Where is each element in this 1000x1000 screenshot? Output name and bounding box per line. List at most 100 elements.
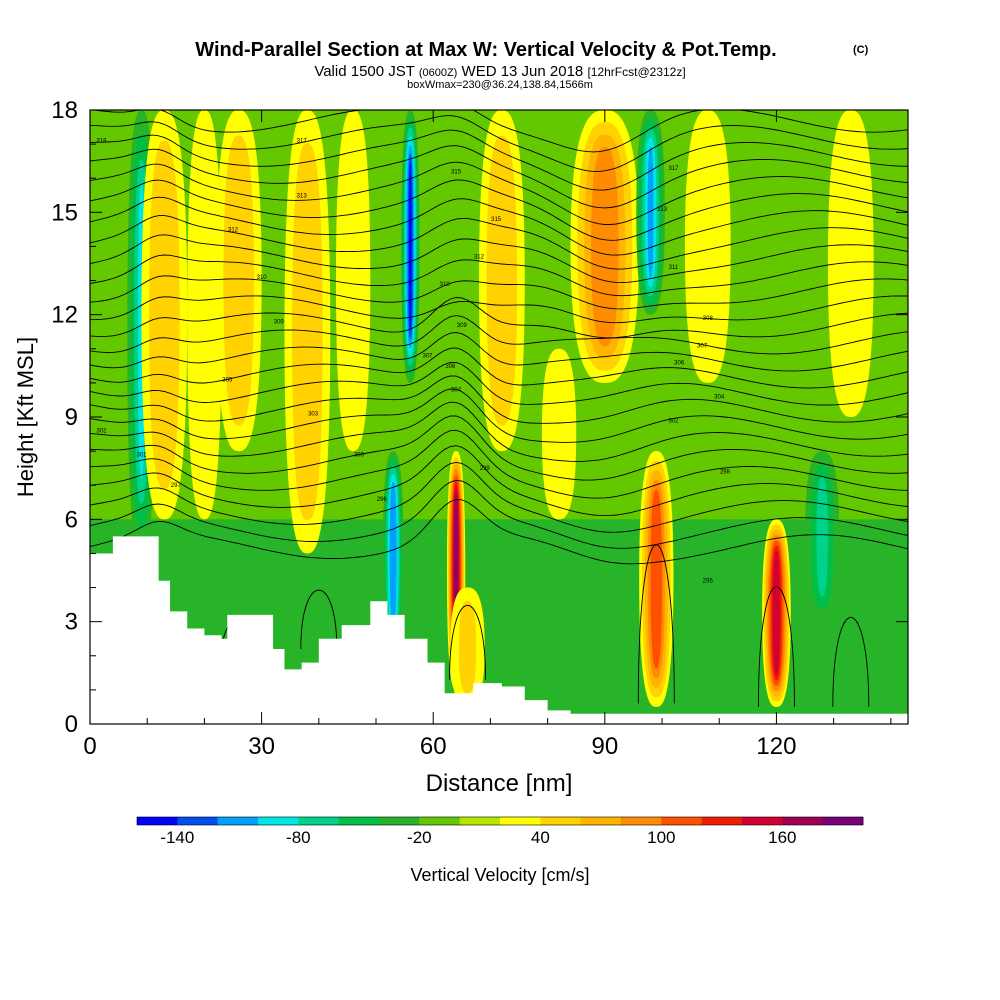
subtitle-forecast: [12hrFcst@2312z]	[587, 65, 685, 79]
isentrope-line	[90, 254, 908, 297]
theta-label: 312	[474, 255, 485, 261]
w-contour-level	[458, 600, 477, 694]
y-tick-label: 12	[51, 302, 78, 329]
lowlevel-contour	[832, 617, 870, 707]
w-contour-level	[839, 144, 863, 383]
colorbar-segment	[822, 817, 864, 825]
theta-label: 303	[308, 412, 319, 418]
isentrope-line	[90, 362, 908, 406]
w-contour-level	[335, 110, 371, 452]
subtitle-valid: Valid 1500 JST	[314, 63, 414, 80]
chart-title: Wind-Parallel Section at Max W: Vertical…	[195, 39, 776, 61]
theta-label: 313	[657, 207, 668, 213]
theta-label: 315	[491, 217, 502, 223]
x-tick-label: 120	[756, 733, 796, 760]
isentrope-line	[90, 429, 908, 499]
colorbar-frame	[136, 816, 864, 826]
colorbar-segment	[782, 817, 823, 825]
theta-label: 306	[445, 364, 456, 370]
w-feature	[215, 110, 262, 452]
y-axis-label: Height [Kft MSL]	[13, 337, 38, 497]
chart-title-mark: (C)	[853, 44, 869, 56]
x-tick-label: 30	[248, 733, 275, 760]
velocity-field	[90, 110, 908, 724]
theta-label: 305	[222, 377, 233, 383]
colorbar-segment	[177, 817, 218, 825]
isentrope-line	[90, 332, 908, 372]
theta-label: 297	[171, 483, 182, 489]
x-tick-label: 0	[83, 733, 96, 760]
colorbar-segment	[379, 817, 420, 825]
isentrope-line	[90, 415, 908, 481]
colorbar-segment	[540, 817, 581, 825]
theta-label: 302	[96, 429, 107, 435]
w-contour-level	[774, 556, 779, 671]
isentrope-line	[90, 179, 908, 241]
isentrope-line	[90, 110, 908, 153]
isentrope-line	[90, 275, 908, 310]
y-tick-label: 15	[51, 199, 78, 226]
isentrope-line	[90, 445, 908, 517]
w-feature	[541, 348, 577, 520]
theta-label: 301	[136, 453, 147, 459]
w-feature	[284, 110, 331, 554]
lowlevel-contour	[757, 586, 795, 707]
colorbar-segment	[258, 817, 299, 825]
isentrope-line	[90, 115, 908, 172]
box-info: boxWmax=230@36.24,138.84,1566m	[407, 79, 593, 91]
w-feature	[478, 110, 525, 452]
w-feature	[187, 110, 222, 520]
x-axis-label: Distance [nm]	[426, 770, 573, 797]
isentrope-line	[90, 129, 908, 191]
theta-label: 315	[451, 169, 462, 175]
subtitle-utc: (0600Z)	[419, 67, 458, 79]
w-contour-level	[299, 176, 315, 487]
colorbar-tick-label: 100	[647, 828, 675, 847]
w-contour-level	[653, 499, 660, 659]
y-tick-label: 3	[65, 609, 78, 636]
lowlevel-contour	[449, 605, 486, 680]
isentrope-line	[90, 161, 908, 225]
w-contour-level	[597, 159, 612, 334]
theta-label: 307	[422, 354, 433, 360]
theta-label: 309	[457, 323, 468, 329]
colorbar-segment	[338, 817, 380, 825]
isentrope-line	[90, 234, 908, 284]
colorbar-segment	[500, 817, 541, 825]
theta-label: 300	[354, 453, 365, 459]
isentrope-line	[90, 388, 908, 443]
x-tick-label: 60	[420, 733, 447, 760]
isentrope-line	[90, 196, 908, 256]
colorbar-segment	[701, 817, 743, 825]
w-feature	[762, 519, 791, 707]
w-contour-level	[647, 146, 654, 278]
colorbar-segment	[661, 817, 702, 825]
isentrope-line	[90, 295, 908, 324]
y-tick-label: 9	[65, 404, 78, 431]
y-tick-label: 0	[65, 711, 78, 738]
colorbar-segment	[580, 817, 622, 825]
w-feature	[401, 110, 420, 383]
theta-label: 309	[274, 319, 285, 325]
axes: 0 30 60 90 120 0 3 6 9 12 15 18	[51, 97, 908, 760]
theta-labels: 318 317 315 317 313 315 313 312 312 311 310 310 309 3…	[96, 139, 730, 585]
w-contour-level	[187, 110, 222, 520]
colorbar-tick-label: 160	[768, 828, 796, 847]
x-tick-label: 90	[591, 733, 618, 760]
w-feature	[684, 110, 731, 383]
y-tick-label: 6	[65, 506, 78, 533]
theta-label: 317	[297, 139, 308, 145]
theta-label: 307	[697, 343, 708, 349]
w-feature	[382, 451, 404, 656]
isentrope-line	[90, 347, 908, 389]
lowlevel-contour	[637, 544, 675, 704]
y-tick-label: 18	[51, 97, 78, 124]
theta-label: 308	[703, 316, 714, 322]
w-feature	[450, 587, 485, 707]
theta-label: 299	[480, 466, 491, 472]
theta-label: 304	[451, 388, 462, 394]
w-contour-level	[156, 171, 172, 458]
theta-label: 310	[440, 282, 451, 288]
w-contour-level	[391, 489, 395, 618]
